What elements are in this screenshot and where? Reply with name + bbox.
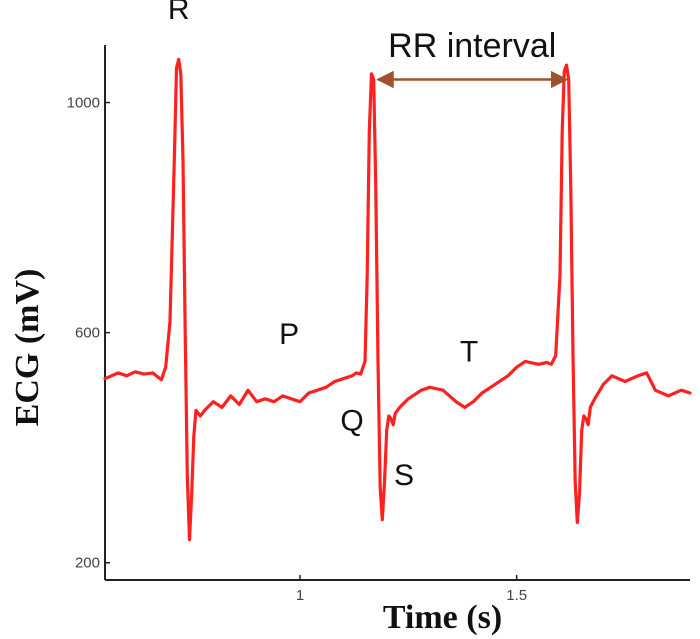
wave-label-r: R [168, 0, 190, 26]
y-tick-label: 200 [75, 555, 100, 572]
annotations: R P QS T RR interval [168, 0, 569, 492]
axes: 200 600 1000 1 1.5 [67, 45, 690, 604]
wave-label-s: S [394, 459, 414, 492]
y-tick-label: 1000 [67, 95, 100, 112]
y-axis-title: ECG (mV) [9, 269, 46, 427]
x-tick-label: 1 [296, 587, 304, 604]
ecg-series-line [103, 57, 692, 542]
series-layer [103, 57, 692, 542]
x-axis-title: Time (s) [383, 599, 502, 636]
wave-label-p: P [279, 318, 299, 351]
y-tick-label: 600 [75, 325, 100, 342]
x-tick-label: 1.5 [506, 587, 527, 604]
rr-interval-label: RR interval [388, 27, 556, 65]
wave-label-q: Q [340, 404, 363, 437]
wave-label-t: T [460, 335, 478, 368]
